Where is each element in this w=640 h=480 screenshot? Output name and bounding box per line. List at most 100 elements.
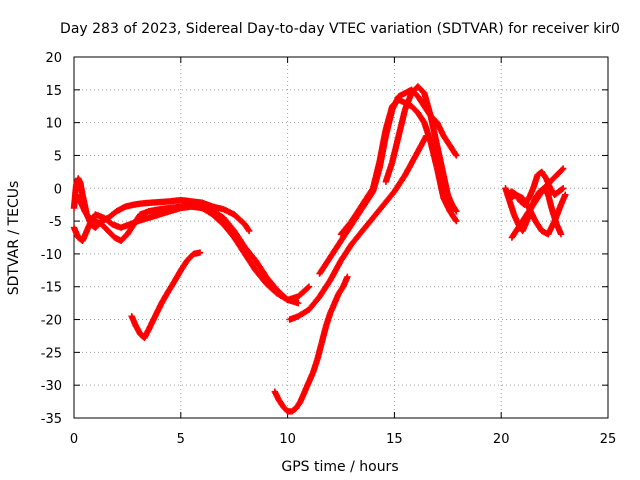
x-tick-label: 0 (70, 432, 78, 447)
data-point-marks (553, 166, 566, 179)
data-point-marks (295, 284, 312, 300)
data-point-marks (295, 299, 302, 307)
data-point-marks (196, 249, 204, 256)
data-point-marks (359, 186, 376, 208)
data-point-marks (440, 194, 453, 214)
y-tick-label: -25 (41, 346, 62, 361)
x-tick-label: 20 (493, 432, 510, 447)
y-tick-label: -10 (41, 248, 62, 263)
data-point-marks (547, 173, 559, 185)
data-point-marks (241, 250, 258, 273)
data-point-marks (263, 273, 280, 292)
data-point-marks (540, 179, 553, 192)
data-point-marks (545, 219, 558, 238)
series-arc-6 (286, 132, 430, 323)
data-point-marks (241, 244, 258, 263)
series-arc-4 (128, 249, 204, 342)
data-point-marks (551, 202, 564, 225)
data-point-marks (81, 208, 92, 220)
data-point-marks (231, 211, 247, 227)
data-point-marks (152, 301, 165, 320)
data-point-marks (220, 214, 237, 233)
data-point-marks (453, 152, 460, 159)
data-point-marks (369, 202, 386, 221)
data-point-marks (105, 227, 117, 240)
x-tick-label: 25 (600, 432, 617, 447)
data-point-marks (538, 168, 549, 181)
data-point-marks (184, 251, 196, 264)
data-point-marks (314, 340, 325, 363)
x-tick-label: 5 (177, 432, 185, 447)
y-tick-label: -20 (41, 314, 62, 329)
axis-ticks: 0 5 10 15 20 25 20 15 10 5 0 -5 -10 -15 -20 -25 -30 -35 (41, 51, 617, 447)
series-arc-9 (382, 83, 460, 215)
data-point-marks (263, 280, 280, 296)
data-point-marks (525, 204, 538, 223)
data-point-marks (337, 219, 354, 238)
data-point-marks (391, 173, 408, 195)
data-point-marks (562, 191, 569, 199)
data-point-marks (327, 238, 344, 261)
data-point-marks (446, 208, 459, 224)
y-tick-label: 5 (54, 149, 62, 164)
data-point-marks (318, 324, 329, 346)
data-point-marks (453, 217, 460, 225)
data-point-marks (305, 283, 313, 290)
data-point-marks (433, 142, 447, 177)
data-point-marks (448, 201, 459, 214)
data-point-marks (414, 83, 427, 96)
y-tick-label: 10 (45, 117, 62, 132)
series-arc-3 (72, 191, 313, 304)
data-point-marks (348, 228, 365, 248)
plot-frame (73, 56, 609, 419)
y-tick-label: -30 (41, 379, 62, 394)
data-point-marks (231, 234, 248, 256)
y-tick-label: 0 (54, 182, 62, 197)
series-arc-12 (508, 165, 567, 241)
y-tick-label: -5 (49, 215, 62, 230)
data-point-marks (316, 278, 333, 300)
data-point-marks (145, 314, 158, 333)
data-point-marks (453, 208, 460, 215)
data-point-marks (401, 91, 415, 113)
x-tick-label: 10 (279, 432, 296, 447)
chart-title: Day 283 of 2023, Sidereal Day-to-day VTE… (60, 21, 620, 37)
data-point-marks (359, 215, 376, 235)
x-axis-label: GPS time / hours (281, 459, 398, 475)
data-point-marks (100, 214, 115, 227)
grid (74, 57, 608, 418)
data-point-marks (433, 165, 447, 200)
series-arc-5 (271, 273, 351, 415)
data-point-marks (559, 165, 567, 172)
y-tick-label: -15 (41, 281, 62, 296)
data-point-marks (327, 258, 344, 284)
x-tick-label: 15 (386, 432, 403, 447)
data-point-marks (376, 127, 389, 166)
y-axis-label: SDTVAR / TECUs (6, 181, 22, 296)
data-point-marks (98, 221, 111, 233)
data-point-marks (446, 142, 459, 158)
data-point-marks (252, 267, 269, 286)
data-point-marks (316, 255, 333, 277)
data-point-marks (344, 273, 351, 281)
data-point-marks (252, 257, 269, 279)
data-point-marks (408, 103, 420, 115)
data-point-marks (245, 227, 253, 235)
y-tick-label: -35 (41, 412, 62, 427)
data-point-marks (305, 294, 322, 313)
data-point-marks (335, 284, 346, 297)
data-point-marks (348, 202, 365, 225)
data-point-marks (433, 119, 447, 138)
data-point-marks (534, 186, 547, 202)
data-point-marks (209, 211, 226, 227)
data-point-marks (271, 388, 282, 403)
data-point-marks (280, 403, 290, 414)
data-point-marks (337, 242, 355, 264)
data-point-marks (231, 227, 248, 250)
series-arc-2 (70, 203, 302, 307)
y-tick-label: 20 (45, 51, 62, 66)
data-marks (70, 83, 569, 415)
data-point-marks (555, 185, 566, 195)
data-point-marks (382, 104, 395, 133)
